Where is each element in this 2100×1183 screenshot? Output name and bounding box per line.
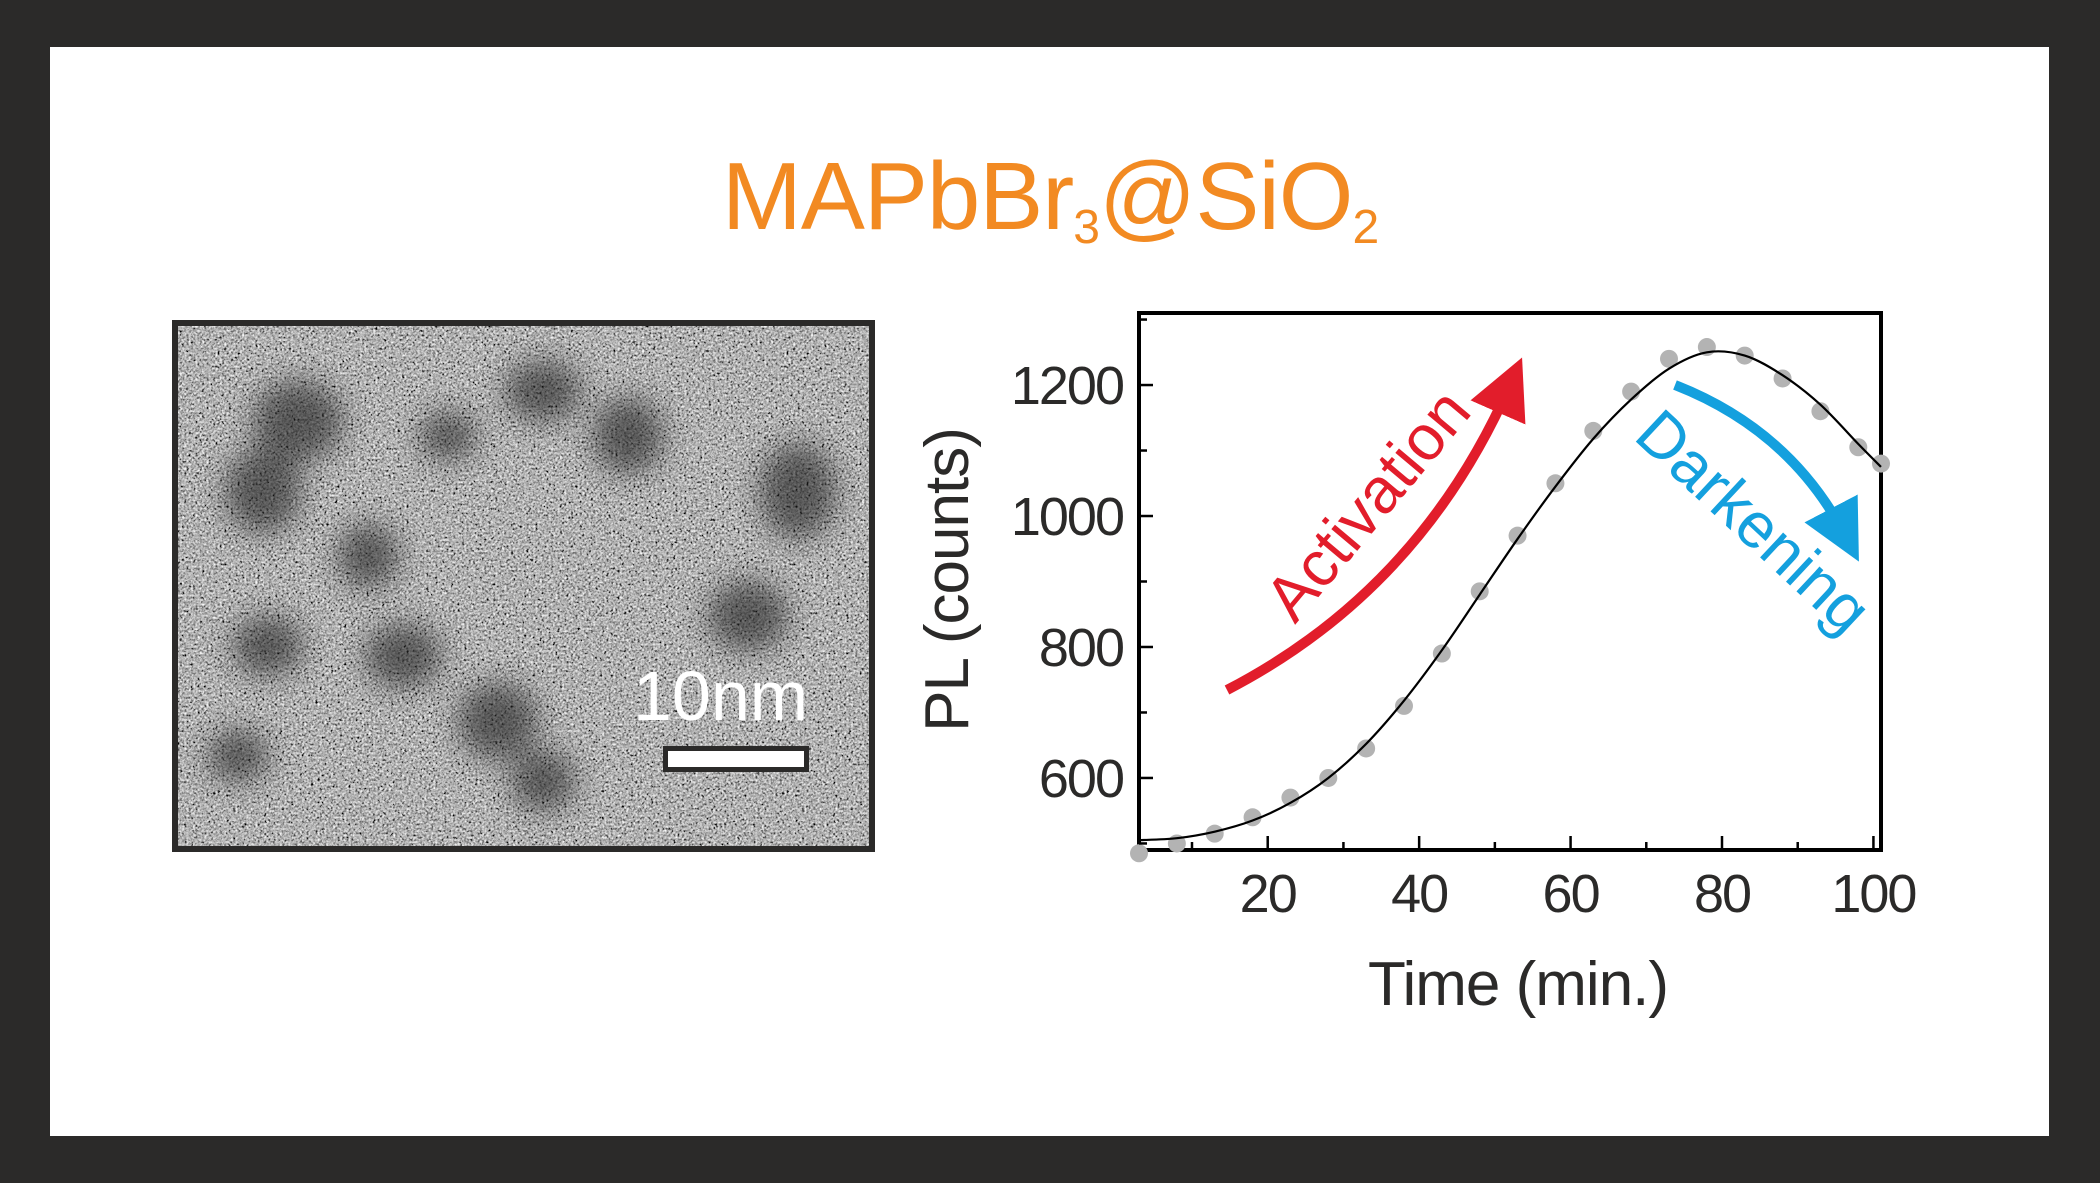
x-tick-label: 20 — [1240, 864, 1296, 924]
title-mid: @SiO — [1098, 143, 1353, 250]
y-tick-label: 1200 — [1011, 356, 1123, 416]
y-tick-label: 800 — [1039, 618, 1123, 678]
y-axis-label: PL (counts) — [913, 428, 982, 732]
data-point — [1773, 369, 1792, 388]
data-point — [1395, 696, 1413, 715]
scale-bar — [663, 746, 809, 772]
data-point — [1357, 739, 1376, 758]
title-main: MAPbBr — [721, 143, 1074, 250]
axes: 20 40 60 80 100 600 800 1000 1200 — [1011, 318, 1917, 924]
fit-line — [1138, 350, 1882, 842]
data-points — [1130, 338, 1890, 863]
scale-bar-label: 10nm — [633, 657, 809, 735]
figure-title: MAPbBr3@SiO2 — [0, 142, 2100, 252]
y-tick-label: 1000 — [1011, 487, 1123, 547]
data-point — [1281, 788, 1300, 807]
data-point — [1546, 474, 1565, 493]
title-subscript-2: 2 — [1352, 201, 1379, 254]
tem-texture — [178, 326, 869, 846]
data-point — [1811, 402, 1830, 421]
x-tick-label: 100 — [1831, 864, 1915, 924]
x-tick-label: 40 — [1391, 864, 1447, 924]
data-point — [1849, 438, 1868, 457]
x-axis-label: Time (min.) — [1368, 950, 1668, 1019]
y-tick-label: 600 — [1039, 749, 1123, 809]
x-tick-label: 60 — [1543, 864, 1599, 924]
data-point — [1584, 421, 1603, 440]
data-point — [1622, 382, 1641, 401]
data-point — [1205, 824, 1224, 843]
activation-arrow — [1224, 357, 1526, 695]
darkening-arrow — [1673, 380, 1859, 562]
data-point — [1660, 349, 1678, 368]
tem-micrograph: 10nm — [172, 320, 875, 852]
x-tick-label: 80 — [1694, 864, 1750, 924]
data-point — [1130, 844, 1148, 863]
title-subscript-3: 3 — [1073, 201, 1100, 254]
data-point — [1872, 454, 1890, 473]
